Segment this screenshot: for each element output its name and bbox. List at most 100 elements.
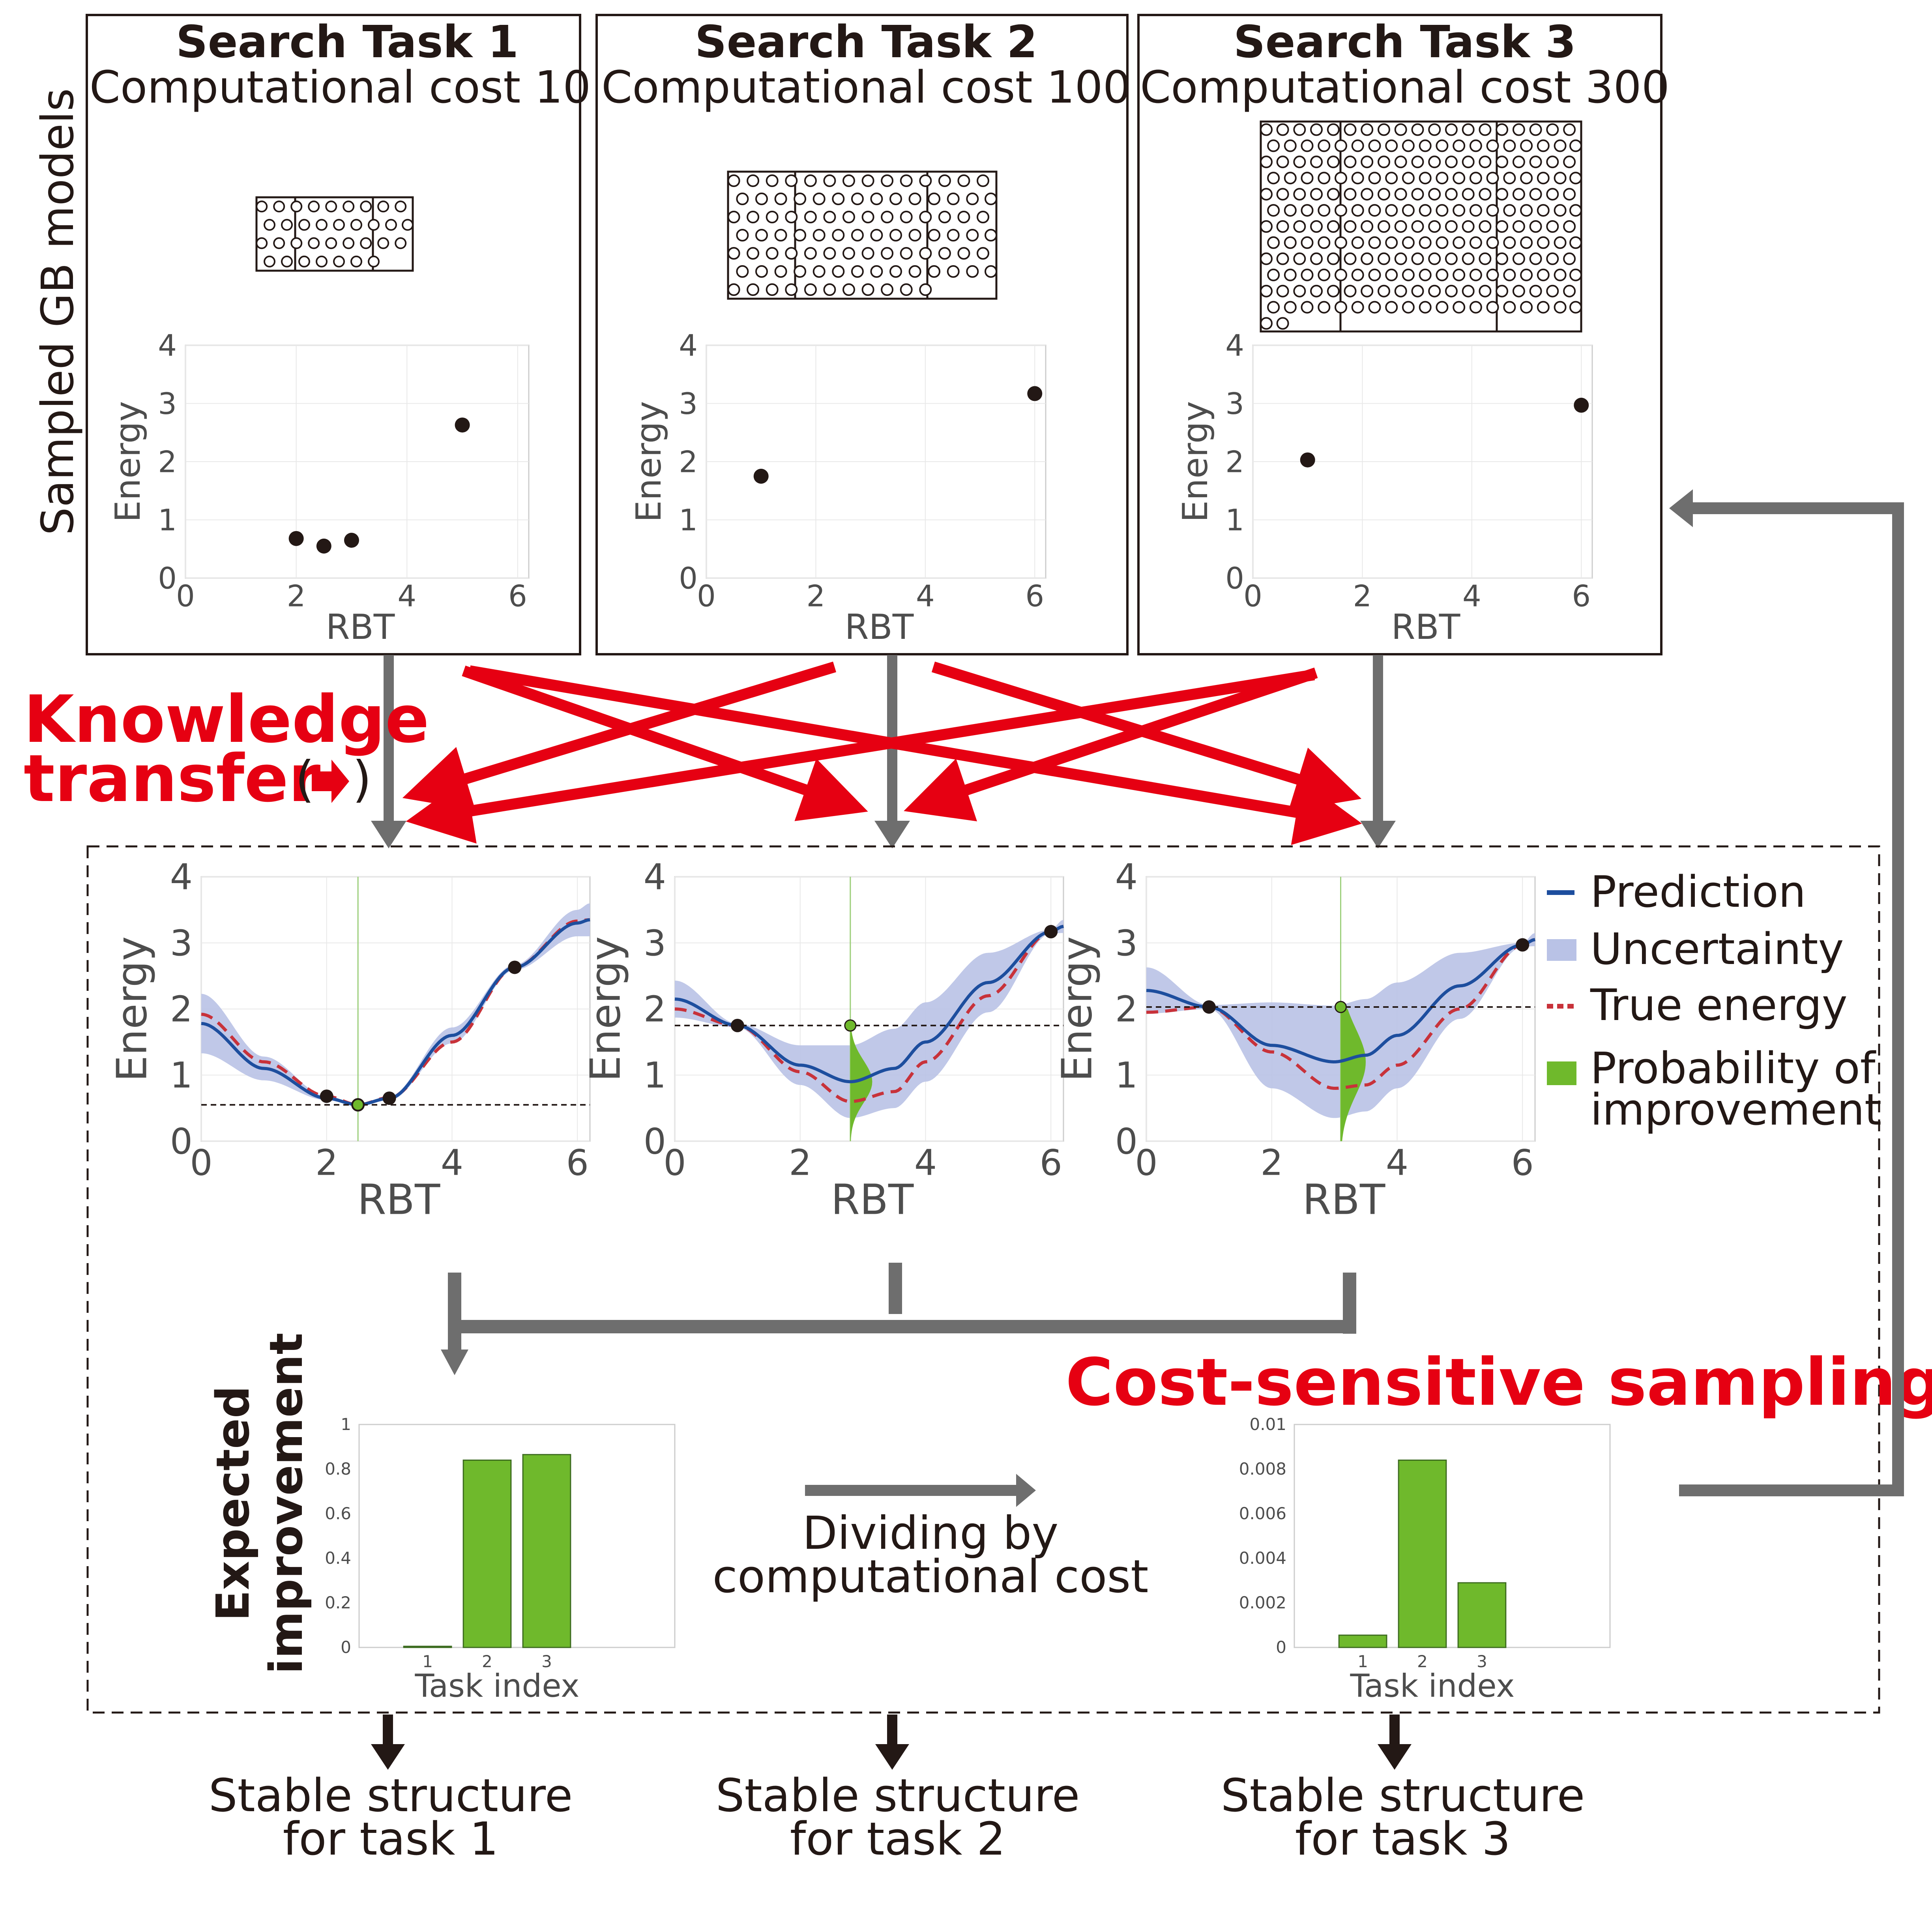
data-point: [320, 1089, 333, 1103]
atom: [977, 174, 989, 187]
atom: [1428, 220, 1441, 233]
atom: [1276, 123, 1289, 136]
side-label: Sampled GB models: [32, 88, 84, 535]
y-tick-label: 2: [158, 444, 177, 479]
atom: [1344, 220, 1357, 233]
atom: [727, 211, 740, 223]
atom: [308, 237, 320, 249]
atom: [1479, 252, 1492, 265]
x-tick-label: 4: [1386, 1142, 1408, 1184]
atom: [1411, 285, 1424, 298]
atom: [774, 265, 787, 278]
atom: [1344, 188, 1357, 201]
atom: [804, 283, 817, 296]
output2-line2: for task 2: [790, 1813, 1005, 1866]
atom: [1402, 301, 1415, 314]
x-tick-label: 6: [566, 1142, 589, 1184]
atom: [1537, 204, 1550, 217]
atom: [1394, 123, 1407, 136]
data-point: [1300, 452, 1315, 468]
atom: [1512, 155, 1525, 168]
atom: [1327, 155, 1340, 168]
atom: [1569, 139, 1582, 152]
atom: [785, 174, 798, 187]
atom: [1453, 172, 1466, 185]
atom: [1378, 220, 1390, 233]
atom: [1529, 123, 1542, 136]
atom: [928, 193, 941, 205]
atom: [736, 193, 749, 205]
atom: [1411, 220, 1424, 233]
y-tick-label: 1: [679, 503, 698, 537]
data-point: [1027, 386, 1043, 401]
gb-model-3: [1260, 120, 1582, 333]
atom: [343, 200, 355, 213]
atom: [1520, 172, 1533, 185]
atom: [889, 265, 902, 278]
atom: [861, 174, 874, 187]
atom: [881, 174, 894, 187]
data-point: [753, 468, 769, 484]
task1-cost: Computational cost 10: [90, 62, 591, 113]
atom: [1453, 236, 1466, 249]
atom: [1503, 139, 1516, 152]
kt-red-arrow-icon: [312, 760, 349, 803]
legend-poi-line1: Probability of: [1590, 1043, 1876, 1093]
atom: [1260, 252, 1273, 265]
atom: [1361, 285, 1374, 298]
atom: [264, 255, 275, 268]
atom: [747, 283, 760, 296]
atom: [1385, 268, 1398, 281]
x-tick-label: 3: [1477, 1652, 1487, 1671]
y-tick-label: 0.002: [1239, 1593, 1286, 1612]
atom: [1293, 188, 1306, 201]
atom: [1361, 252, 1374, 265]
atom: [1284, 204, 1297, 217]
atom: [823, 211, 836, 223]
y-tick-label: 0: [679, 561, 698, 595]
atom: [333, 255, 345, 268]
dividing-arrow-head: [1016, 1474, 1036, 1507]
y-tick-label: 0.6: [325, 1504, 351, 1523]
atom: [1351, 172, 1364, 185]
atom: [881, 283, 894, 296]
atom: [1402, 139, 1415, 152]
atom: [1310, 188, 1323, 201]
atom: [823, 247, 836, 260]
atom: [1419, 204, 1432, 217]
atom: [1436, 172, 1449, 185]
y-tick-label: 0: [158, 561, 177, 595]
atom: [1351, 268, 1364, 281]
atom: [900, 211, 913, 223]
y-tick-label: 1: [1225, 503, 1244, 537]
atom: [1469, 139, 1482, 152]
atom: [1394, 220, 1407, 233]
true-energy-line: [201, 918, 590, 1106]
y-tick-label: 0.008: [1239, 1459, 1286, 1479]
atom: [1503, 172, 1516, 185]
x-tick-label: 4: [916, 578, 935, 613]
x-tick-label: 0: [697, 578, 716, 613]
y-tick-label: 3: [1115, 923, 1138, 964]
atom: [1260, 155, 1273, 168]
output3-line1: Stable structure: [1221, 1769, 1585, 1822]
atom: [350, 219, 362, 231]
atom: [938, 174, 951, 187]
atom: [1378, 252, 1390, 265]
x-tick-label: 2: [807, 578, 826, 613]
probability-of-improvement: [1340, 877, 1366, 1141]
atom: [298, 219, 310, 231]
y-tick-label: 1: [644, 1055, 666, 1096]
atom: [1419, 139, 1432, 152]
y-tick-label: 3: [170, 923, 193, 964]
atom: [755, 193, 768, 205]
atom: [1385, 236, 1398, 249]
y-tick-label: 3: [644, 923, 666, 964]
atom: [1436, 204, 1449, 217]
atom: [1554, 236, 1567, 249]
atom: [1512, 252, 1525, 265]
atom: [1260, 220, 1273, 233]
atom: [1267, 301, 1280, 314]
atom: [1554, 139, 1567, 152]
